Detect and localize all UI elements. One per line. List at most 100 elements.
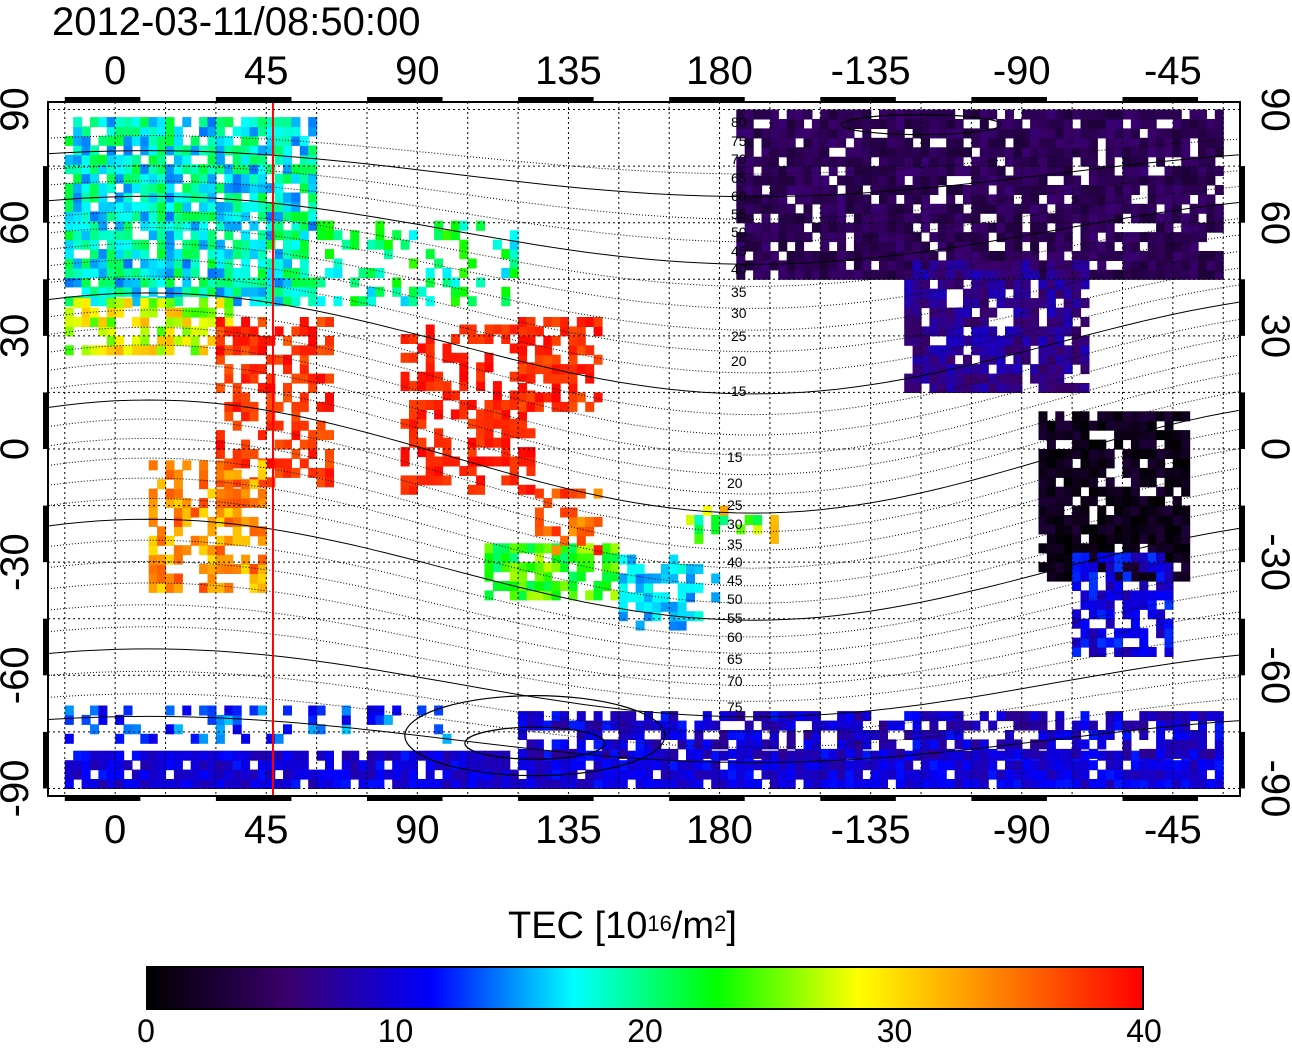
tec-cell bbox=[1198, 739, 1207, 750]
tec-cell bbox=[283, 705, 292, 716]
tec-cell bbox=[190, 750, 200, 761]
contour-label: 40 bbox=[731, 261, 747, 277]
tec-cell bbox=[224, 298, 234, 309]
tec-cell bbox=[803, 232, 813, 243]
tec-cell bbox=[602, 571, 611, 582]
tec-cell bbox=[895, 147, 905, 158]
geomagnetic-contour bbox=[48, 135, 1240, 175]
tec-cell bbox=[912, 213, 922, 224]
tec-cell bbox=[224, 750, 234, 761]
tec-cell bbox=[375, 714, 385, 725]
tec-cell bbox=[1130, 251, 1140, 261]
tec-cell bbox=[367, 286, 376, 297]
tec-cell bbox=[157, 239, 167, 250]
tec-cell bbox=[199, 733, 209, 744]
tec-cell bbox=[249, 164, 259, 175]
tec-cell bbox=[1147, 515, 1157, 525]
contour-label: 80 bbox=[731, 114, 747, 130]
tec-cell bbox=[778, 166, 788, 177]
tec-cell bbox=[1097, 194, 1107, 205]
tec-cell bbox=[173, 135, 183, 146]
tec-cell bbox=[560, 552, 570, 563]
tec-cell bbox=[1172, 430, 1182, 441]
tec-cell bbox=[1214, 748, 1224, 759]
tec-cell bbox=[912, 383, 922, 393]
tec-cell bbox=[1072, 730, 1082, 740]
tec-cell bbox=[937, 166, 947, 177]
tec-cell bbox=[887, 720, 897, 731]
tec-cell bbox=[576, 571, 586, 582]
tec-cell bbox=[870, 750, 880, 761]
tec-cell bbox=[173, 526, 183, 537]
tec-cell bbox=[400, 352, 410, 363]
tec-cell bbox=[853, 109, 863, 120]
geomagnetic-contour bbox=[48, 180, 1240, 243]
tec-cell bbox=[333, 769, 343, 780]
tec-cell bbox=[543, 526, 553, 537]
tec-cell bbox=[778, 185, 788, 195]
tec-cell bbox=[325, 760, 334, 771]
tec-cell bbox=[1046, 326, 1056, 337]
tec-cell bbox=[291, 230, 301, 241]
tec-cell bbox=[719, 779, 729, 789]
tec-cell bbox=[291, 779, 301, 789]
tec-cell bbox=[879, 260, 888, 271]
tec-cell bbox=[988, 345, 998, 356]
tec-cell bbox=[1030, 711, 1040, 722]
tec-cell bbox=[316, 277, 326, 288]
geomagnetic-contour bbox=[48, 259, 1240, 353]
tec-cell bbox=[979, 119, 989, 129]
tec-cell bbox=[1114, 185, 1124, 195]
tec-cell bbox=[694, 739, 704, 750]
tec-cell bbox=[1130, 203, 1140, 214]
tec-cell bbox=[568, 552, 578, 563]
tec-cell bbox=[879, 748, 888, 759]
tec-cell bbox=[140, 220, 150, 231]
tec-cell bbox=[1088, 477, 1098, 488]
tec-cell bbox=[761, 241, 771, 252]
tec-cell bbox=[1172, 175, 1182, 186]
tec-cell bbox=[1105, 128, 1115, 139]
tec-cell bbox=[912, 194, 922, 205]
tec-cell bbox=[1097, 241, 1107, 252]
tec-cell bbox=[811, 185, 821, 195]
tec-cell bbox=[316, 724, 326, 735]
frame-bar bbox=[1240, 166, 1245, 223]
tec-cell bbox=[140, 135, 150, 146]
tec-cell bbox=[811, 748, 821, 759]
tec-cell bbox=[157, 335, 167, 346]
tec-cell bbox=[224, 479, 234, 490]
tec-cell bbox=[199, 230, 209, 241]
tec-cell bbox=[1072, 571, 1082, 582]
tec-cell bbox=[753, 760, 763, 771]
tec-cell bbox=[593, 326, 603, 337]
tec-cell bbox=[887, 213, 897, 224]
tec-cell bbox=[1055, 458, 1065, 469]
tec-cell bbox=[241, 326, 251, 337]
tec-cell bbox=[409, 334, 418, 344]
tec-cell bbox=[450, 220, 460, 231]
tec-cell bbox=[182, 705, 192, 716]
tec-cell bbox=[568, 516, 578, 527]
tec-cell bbox=[173, 164, 183, 175]
tec-cell bbox=[1080, 241, 1090, 252]
tec-cell bbox=[912, 232, 922, 243]
tec-cell bbox=[283, 467, 292, 478]
tec-cell bbox=[761, 213, 771, 224]
tec-cell bbox=[862, 194, 872, 205]
tec-cell bbox=[459, 466, 469, 476]
tec-cell bbox=[887, 137, 897, 148]
tec-cell bbox=[291, 467, 301, 478]
tec-cell bbox=[1088, 241, 1098, 252]
tec-cell bbox=[266, 458, 276, 469]
tec-cell bbox=[904, 298, 914, 309]
tec-cell bbox=[266, 750, 276, 761]
tec-cell bbox=[753, 128, 763, 139]
tec-cell bbox=[459, 371, 469, 382]
tec-cell bbox=[165, 498, 175, 508]
tec-cell bbox=[946, 222, 956, 233]
tec-cell bbox=[602, 769, 611, 780]
tec-cell bbox=[467, 296, 477, 307]
tec-cell bbox=[904, 307, 914, 318]
lat-tick-label-left: 90 bbox=[0, 87, 37, 132]
